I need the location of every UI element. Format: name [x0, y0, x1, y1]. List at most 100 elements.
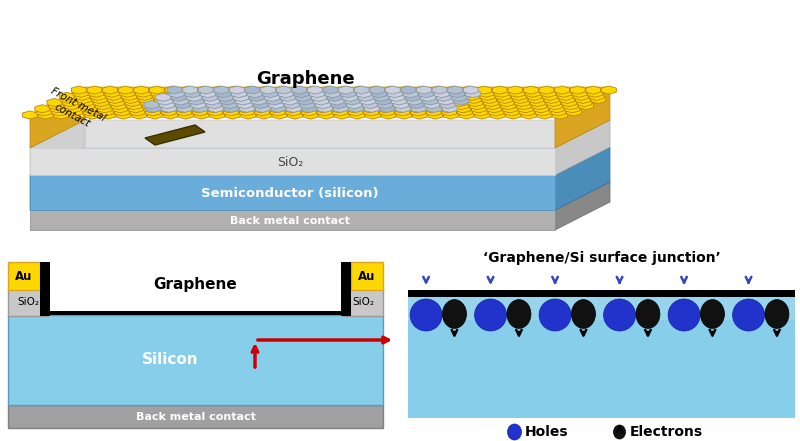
- Polygon shape: [139, 95, 154, 104]
- Polygon shape: [126, 101, 142, 110]
- Polygon shape: [160, 101, 174, 109]
- Polygon shape: [168, 92, 183, 101]
- Polygon shape: [116, 111, 131, 119]
- Ellipse shape: [614, 425, 626, 439]
- Polygon shape: [494, 89, 509, 97]
- Polygon shape: [356, 90, 371, 98]
- Polygon shape: [470, 101, 485, 110]
- Polygon shape: [118, 86, 133, 94]
- Polygon shape: [311, 93, 326, 101]
- Polygon shape: [368, 86, 382, 94]
- Polygon shape: [452, 93, 466, 101]
- Polygon shape: [162, 108, 176, 116]
- Polygon shape: [409, 105, 424, 113]
- Polygon shape: [296, 93, 310, 101]
- Ellipse shape: [507, 424, 522, 440]
- Polygon shape: [212, 86, 226, 94]
- Polygon shape: [85, 111, 100, 119]
- Polygon shape: [357, 95, 372, 104]
- Polygon shape: [496, 92, 510, 101]
- Polygon shape: [300, 105, 314, 113]
- Polygon shape: [544, 95, 559, 104]
- Polygon shape: [187, 93, 202, 101]
- Polygon shape: [59, 92, 74, 101]
- Polygon shape: [390, 98, 405, 107]
- Polygon shape: [378, 105, 393, 113]
- Polygon shape: [366, 111, 380, 119]
- Polygon shape: [534, 105, 549, 113]
- Polygon shape: [438, 101, 454, 110]
- Polygon shape: [364, 104, 379, 112]
- Polygon shape: [269, 105, 283, 113]
- Bar: [8, 255, 383, 435]
- Polygon shape: [165, 86, 180, 94]
- Polygon shape: [30, 87, 85, 148]
- Polygon shape: [328, 98, 342, 107]
- Polygon shape: [555, 182, 610, 230]
- Polygon shape: [170, 95, 185, 104]
- Polygon shape: [574, 92, 589, 101]
- Polygon shape: [262, 92, 277, 101]
- Polygon shape: [566, 108, 582, 116]
- Polygon shape: [510, 89, 525, 97]
- Polygon shape: [530, 98, 545, 107]
- Polygon shape: [166, 89, 182, 97]
- Polygon shape: [222, 105, 237, 113]
- Polygon shape: [329, 97, 344, 105]
- Polygon shape: [508, 86, 522, 94]
- Polygon shape: [480, 92, 495, 101]
- Polygon shape: [501, 101, 515, 110]
- Polygon shape: [456, 105, 470, 113]
- Text: Back metal contact: Back metal contact: [135, 411, 255, 422]
- Polygon shape: [394, 101, 408, 109]
- Polygon shape: [572, 89, 587, 97]
- Polygon shape: [156, 98, 171, 107]
- Polygon shape: [50, 105, 66, 113]
- Polygon shape: [298, 101, 313, 110]
- Polygon shape: [216, 90, 230, 98]
- Polygon shape: [246, 92, 261, 101]
- Polygon shape: [284, 105, 299, 113]
- Polygon shape: [448, 86, 462, 94]
- Polygon shape: [30, 148, 555, 175]
- Polygon shape: [162, 104, 177, 112]
- Polygon shape: [141, 98, 155, 107]
- Polygon shape: [370, 89, 384, 97]
- Polygon shape: [434, 90, 449, 98]
- Polygon shape: [376, 101, 391, 110]
- Polygon shape: [77, 95, 91, 104]
- Polygon shape: [223, 108, 238, 116]
- Polygon shape: [130, 108, 145, 116]
- Ellipse shape: [765, 299, 789, 329]
- Text: Au: Au: [15, 269, 33, 283]
- Polygon shape: [352, 86, 367, 94]
- Polygon shape: [260, 89, 275, 97]
- Polygon shape: [417, 86, 431, 94]
- Polygon shape: [557, 89, 571, 97]
- Polygon shape: [185, 90, 199, 98]
- Polygon shape: [321, 86, 336, 94]
- Polygon shape: [406, 98, 420, 107]
- Bar: [408, 290, 795, 320]
- Polygon shape: [432, 86, 447, 94]
- Polygon shape: [395, 104, 410, 112]
- Polygon shape: [345, 101, 360, 110]
- Polygon shape: [532, 101, 546, 110]
- Polygon shape: [193, 104, 208, 112]
- Polygon shape: [407, 101, 422, 110]
- Polygon shape: [397, 111, 411, 119]
- Polygon shape: [200, 90, 215, 98]
- Polygon shape: [261, 86, 275, 94]
- Text: Graphene: Graphene: [154, 277, 238, 292]
- Polygon shape: [150, 86, 164, 94]
- Polygon shape: [203, 98, 218, 107]
- Polygon shape: [437, 98, 451, 107]
- Polygon shape: [267, 101, 282, 110]
- Polygon shape: [247, 90, 262, 98]
- Polygon shape: [208, 108, 222, 116]
- Polygon shape: [202, 95, 216, 104]
- Polygon shape: [489, 108, 503, 116]
- Polygon shape: [175, 105, 190, 113]
- Text: Au: Au: [358, 269, 376, 283]
- Polygon shape: [255, 104, 270, 112]
